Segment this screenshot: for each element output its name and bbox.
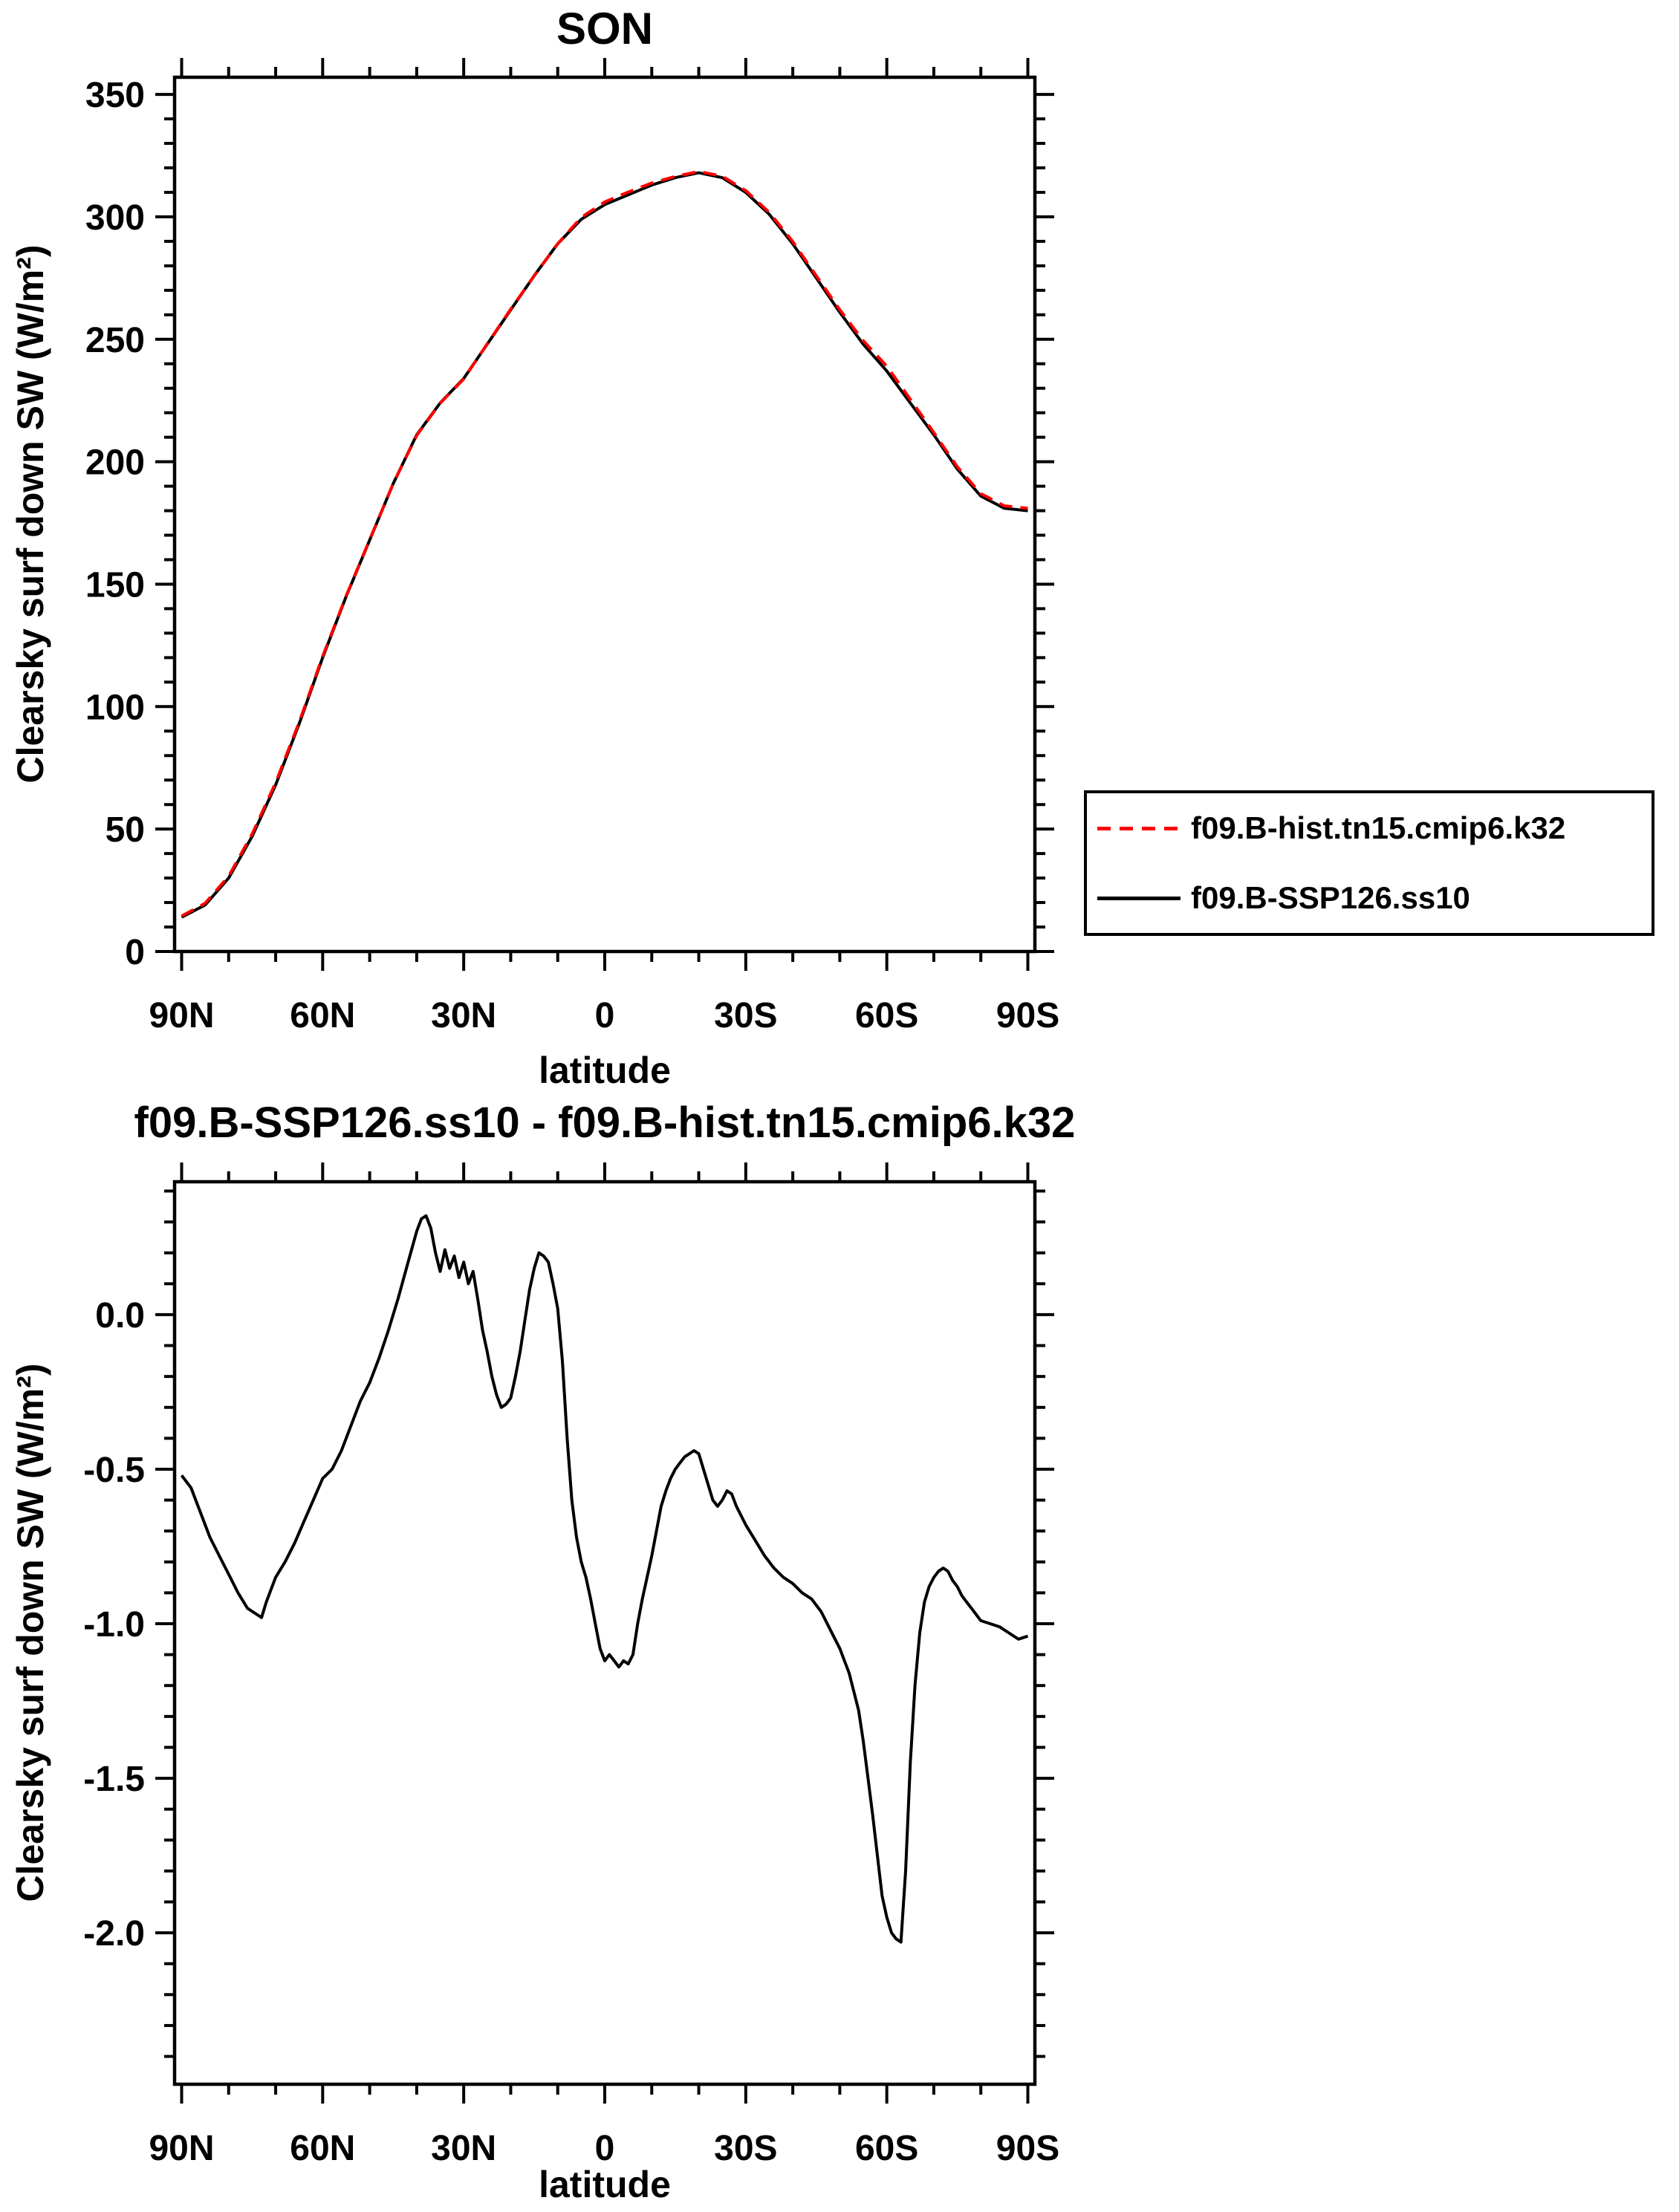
svg-text:90S: 90S: [996, 2129, 1059, 2168]
svg-text:-1.0: -1.0: [83, 1605, 145, 1645]
svg-text:200: 200: [85, 443, 145, 483]
legend-entry-ssp: f09.B-SSP126.ss10: [1087, 880, 1652, 916]
svg-text:150: 150: [85, 565, 145, 605]
svg-text:90N: 90N: [149, 2129, 214, 2168]
legend-box: f09.B-hist.tn15.cmip6.k32 f09.B-SSP126.s…: [1084, 790, 1654, 936]
svg-text:60N: 60N: [290, 2129, 355, 2168]
svg-text:90N: 90N: [149, 996, 214, 1035]
legend-line-sample-dashed-red: [1097, 826, 1181, 830]
svg-text:350: 350: [85, 76, 145, 115]
svg-text:30N: 30N: [431, 2129, 496, 2168]
svg-text:300: 300: [85, 198, 145, 238]
svg-text:0: 0: [125, 933, 145, 972]
svg-text:90S: 90S: [996, 996, 1059, 1035]
svg-text:60S: 60S: [855, 2129, 918, 2168]
svg-text:60S: 60S: [855, 996, 918, 1035]
svg-text:250: 250: [85, 321, 145, 360]
bottom-chart-title: f09.B-SSP126.ss10 - f09.B-hist.tn15.cmip…: [134, 1099, 1076, 1147]
svg-text:0: 0: [595, 2129, 615, 2168]
bottom-chart-x-axis-label: latitude: [539, 2164, 671, 2205]
svg-text:100: 100: [85, 688, 145, 727]
legend-label-ssp: f09.B-SSP126.ss10: [1191, 880, 1470, 915]
svg-text:0: 0: [595, 996, 615, 1035]
svg-text:-2.0: -2.0: [83, 1914, 145, 1954]
top-chart-title: SON: [556, 4, 654, 53]
legend-entry-hist: f09.B-hist.tn15.cmip6.k32: [1087, 810, 1652, 846]
svg-text:30S: 30S: [714, 996, 777, 1035]
svg-text:50: 50: [105, 810, 145, 850]
svg-text:60N: 60N: [290, 996, 355, 1035]
top-chart-x-axis-label: latitude: [539, 1050, 671, 1091]
svg-text:0.0: 0.0: [95, 1296, 145, 1336]
svg-text:-0.5: -0.5: [83, 1451, 145, 1490]
legend-label-hist: f09.B-hist.tn15.cmip6.k32: [1191, 810, 1566, 845]
svg-text:30N: 30N: [431, 996, 496, 1035]
legend-line-sample-solid-black: [1097, 896, 1181, 900]
svg-text:-1.5: -1.5: [83, 1760, 145, 1799]
svg-text:30S: 30S: [714, 2129, 777, 2168]
